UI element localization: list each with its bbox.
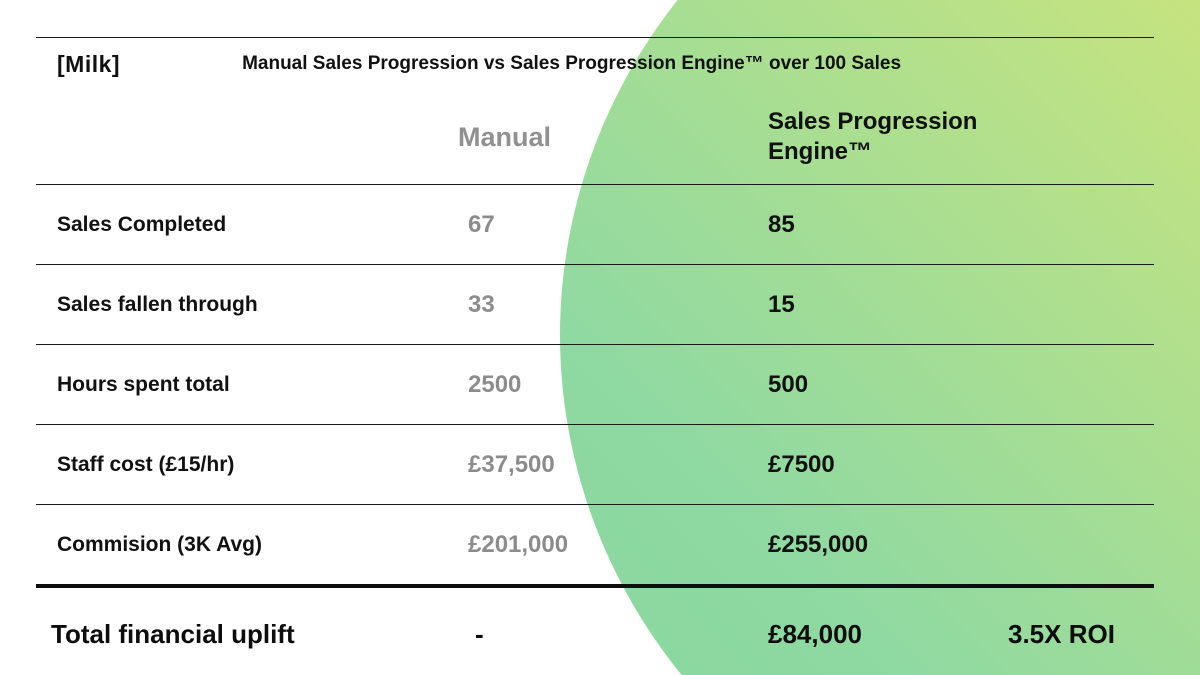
table-row-sales-fallen-through: Sales fallen through 33 15 (36, 265, 1154, 344)
total-label: Total financial uplift (51, 619, 295, 649)
row-label: Sales Completed (57, 212, 227, 236)
table-row-staff-cost: Staff cost (£15/hr) £37,500 £7500 (36, 425, 1154, 504)
table-header: [Milk] Manual Sales Progression vs Sales… (36, 38, 1154, 90)
page-title: Manual Sales Progression vs Sales Progre… (242, 53, 902, 74)
roi-badge: 3.5X ROI (1008, 619, 1115, 649)
divider-total (36, 584, 1154, 588)
total-engine-value: £84,000 (768, 619, 862, 649)
table-row-hours-spent: Hours spent total 2500 500 (36, 345, 1154, 424)
engine-value: £7500 (768, 450, 835, 478)
column-header-manual: Manual (458, 121, 552, 152)
manual-value: 67 (468, 210, 495, 238)
table-row-total: Total financial uplift - £84,000 3.5X RO… (36, 588, 1154, 675)
divider (36, 264, 1154, 265)
engine-value: £255,000 (768, 530, 869, 558)
divider (36, 504, 1154, 505)
divider (36, 424, 1154, 425)
manual-value: £37,500 (468, 450, 555, 478)
row-label: Sales fallen through (57, 292, 258, 316)
row-label: Commision (3K Avg) (57, 532, 262, 556)
row-label: Staff cost (£15/hr) (57, 452, 235, 476)
engine-value: 500 (768, 370, 809, 398)
comparison-table: [Milk] Manual Sales Progression vs Sales… (36, 0, 1154, 675)
gradient-blob (560, 0, 1200, 675)
table-row-commission: Commision (3K Avg) £201,000 £255,000 (36, 505, 1154, 584)
column-header-row: Manual Sales Progression Engine™ (36, 90, 1154, 184)
table-row-sales-completed: Sales Completed 67 85 (36, 185, 1154, 264)
divider (36, 344, 1154, 345)
engine-value: 85 (768, 210, 795, 238)
manual-value: 33 (468, 290, 495, 318)
manual-value: £201,000 (468, 530, 569, 558)
divider (36, 184, 1154, 185)
brand-logo: [Milk] (57, 50, 121, 77)
divider-top (36, 37, 1154, 38)
engine-value: 15 (768, 290, 795, 318)
total-manual-value: - (475, 619, 484, 649)
row-label: Hours spent total (57, 372, 230, 396)
column-header-engine: Sales Progression Engine™ (768, 108, 978, 165)
manual-value: 2500 (468, 370, 522, 398)
